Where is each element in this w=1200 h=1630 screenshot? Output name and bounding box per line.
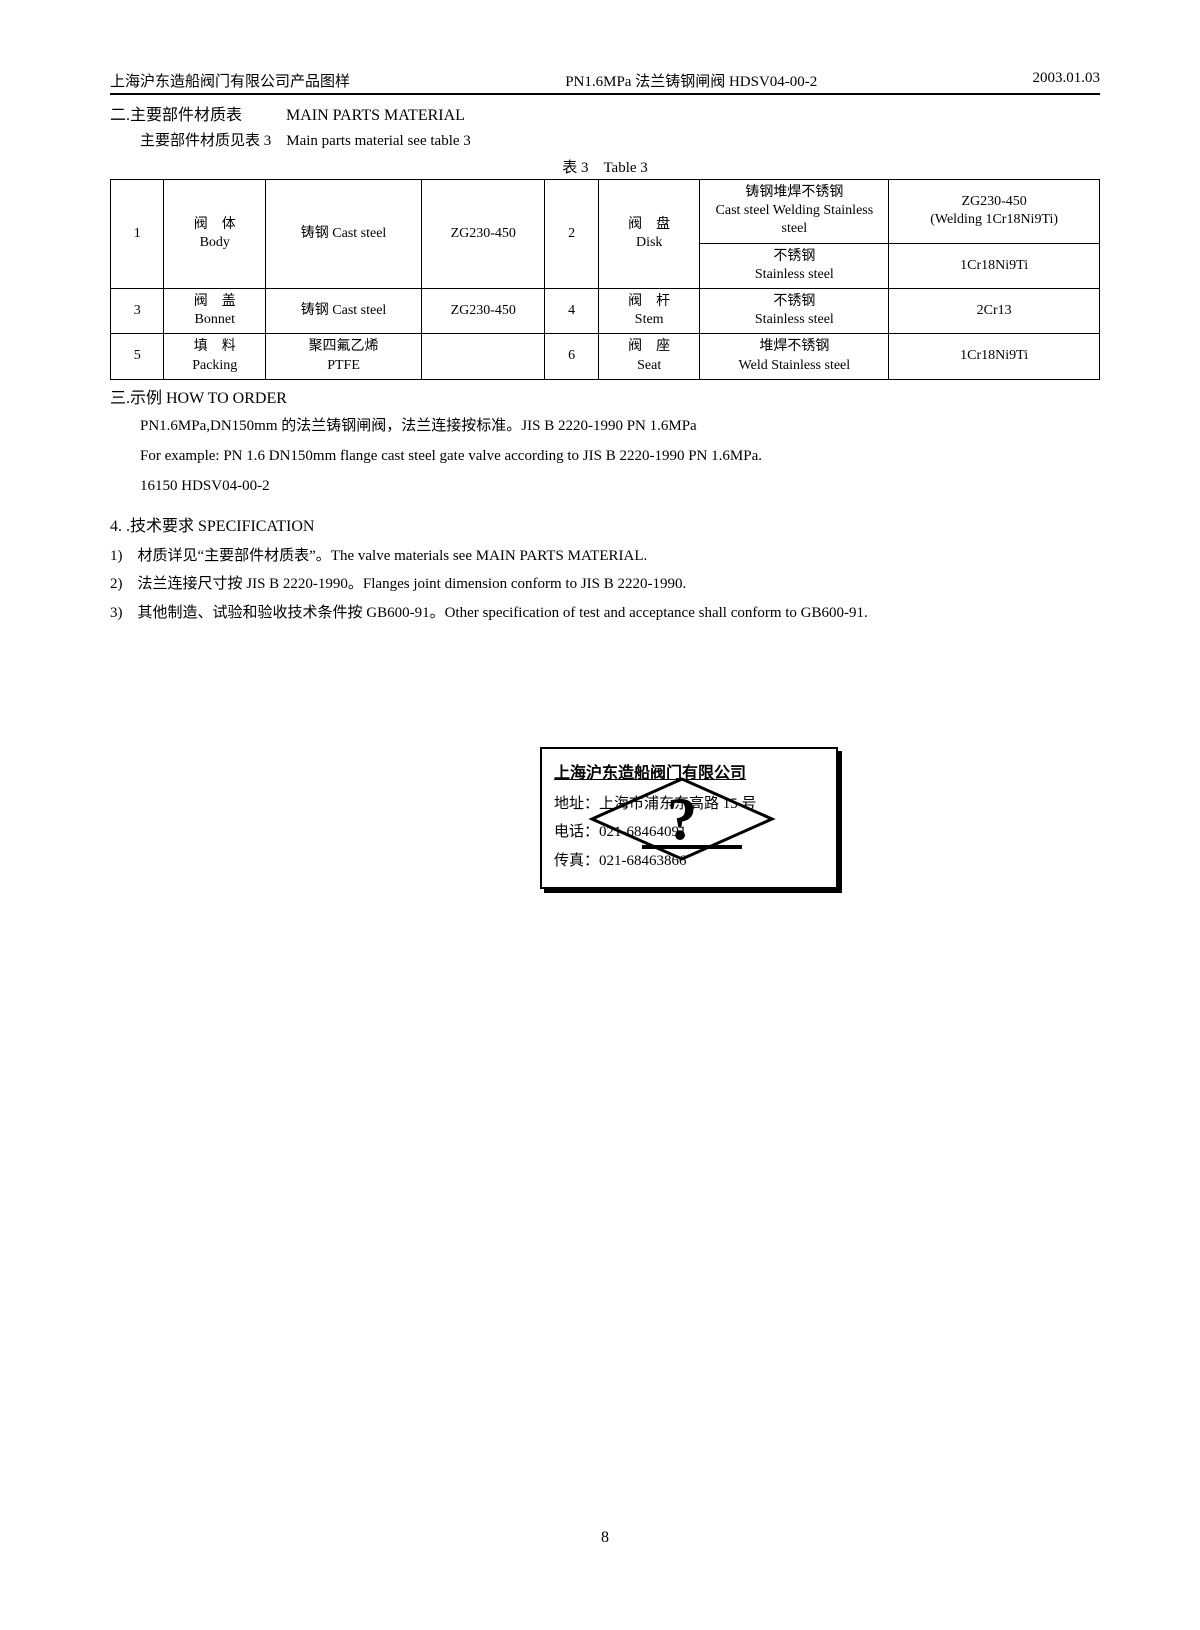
cell-text: 聚四氟乙烯 (272, 338, 415, 356)
section3-title: 三.示例 HOW TO ORDER (110, 384, 1100, 408)
section2-title-en: MAIN PARTS MATERIAL (286, 107, 465, 124)
cell-part: 填 料 Packing (164, 334, 266, 379)
stamp-tel: 电话：021-68464091 (554, 818, 824, 847)
cell-text: Weld Stainless steel (706, 357, 882, 375)
cell-text: Stem (605, 311, 694, 329)
cell-text: Stainless steel (706, 311, 882, 329)
table-row: 1 阀 体 Body 铸钢 Cast steel ZG230-450 2 阀 盘… (111, 180, 1100, 244)
table-caption: 表 3 Table 3 (110, 156, 1100, 177)
cell-text: Cast steel Welding Stainless steel (706, 202, 882, 238)
parts-table: 1 阀 体 Body 铸钢 Cast steel ZG230-450 2 阀 盘… (110, 179, 1100, 380)
cell-part: 阀 座 Seat (598, 334, 700, 379)
cell-part: 阀 体 Body (164, 180, 266, 289)
section2-title-cn: 二.主要部件材质表 (110, 107, 242, 124)
stamp-addr: 地址：上海市浦东东高路 15 号 (554, 790, 824, 819)
company-stamp: 上海沪东造船阀门有限公司 地址：上海市浦东东高路 15 号 电话：021-684… (540, 747, 838, 889)
spec-list: 1) 材质详见“主要部件材质表”。The valve materials see… (110, 542, 1100, 628)
cell-material: 聚四氟乙烯 PTFE (266, 334, 422, 379)
cell-text: PTFE (272, 357, 415, 375)
table-row: 5 填 料 Packing 聚四氟乙烯 PTFE 6 阀 座 Seat 堆焊不锈… (111, 334, 1100, 379)
cell-grade (422, 334, 545, 379)
cell-text: Bonnet (170, 311, 259, 329)
cell-material: 不锈钢 Stainless steel (700, 288, 889, 333)
header-right: 2003.01.03 (1032, 70, 1100, 91)
section3-line3: 16150 HDSV04-00-2 (140, 474, 1100, 498)
cell-text: 不锈钢 (706, 248, 882, 266)
cell-no: 4 (545, 288, 598, 333)
cell-part: 阀 杆 Stem (598, 288, 700, 333)
cell-text: Stainless steel (706, 266, 882, 284)
cell-text: 阀 体 (170, 216, 259, 234)
table-row: 3 阀 盖 Bonnet 铸钢 Cast steel ZG230-450 4 阀… (111, 288, 1100, 333)
cell-part: 阀 盖 Bonnet (164, 288, 266, 333)
cell-part: 阀 盘 Disk (598, 180, 700, 289)
section3-line1: PN1.6MPa,DN150mm 的法兰铸钢闸阀，法兰连接按标准。JIS B 2… (140, 414, 1100, 438)
cell-material: 铸钢 Cast steel (266, 288, 422, 333)
cell-material: 铸钢 Cast steel (266, 180, 422, 289)
cell-text: Packing (170, 357, 259, 375)
cell-grade: 1Cr18Ni9Ti (889, 334, 1100, 379)
cell-text: 堆焊不锈钢 (706, 338, 882, 356)
cell-text: 阀 杆 (605, 293, 694, 311)
spec-item: 3) 其他制造、试验和验收技术条件按 GB600-91。Other specif… (110, 599, 1100, 628)
header-left: 上海沪东造船阀门有限公司产品图样 (110, 70, 350, 91)
cell-no: 5 (111, 334, 164, 379)
cell-text: Seat (605, 357, 694, 375)
section4-title: 4. .技术要求 SPECIFICATION (110, 512, 1100, 536)
spec-item: 1) 材质详见“主要部件材质表”。The valve materials see… (110, 542, 1100, 571)
cell-text: 填 料 (170, 338, 259, 356)
page-number: 8 (110, 1529, 1100, 1547)
spec-item: 2) 法兰连接尺寸按 JIS B 2220-1990。Flanges joint… (110, 570, 1100, 599)
section2-sub-cn: 主要部件材质见表 3 (140, 133, 271, 149)
cell-text: 阀 盖 (170, 293, 259, 311)
cell-text: 不锈钢 (706, 293, 882, 311)
cell-text: Body (170, 234, 259, 252)
cell-grade: ZG230-450 (422, 288, 545, 333)
page-header: 上海沪东造船阀门有限公司产品图样 PN1.6MPa 法兰铸钢闸阀 HDSV04-… (110, 70, 1100, 95)
cell-material: 不锈钢 Stainless steel (700, 243, 889, 288)
cell-no: 2 (545, 180, 598, 289)
section2-sub-en: Main parts material see table 3 (286, 133, 471, 149)
cell-grade: 1Cr18Ni9Ti (889, 243, 1100, 288)
cell-grade: 2Cr13 (889, 288, 1100, 333)
section2-title: 二.主要部件材质表 MAIN PARTS MATERIAL (110, 101, 1100, 125)
cell-text: Disk (605, 234, 694, 252)
cell-no: 1 (111, 180, 164, 289)
section3-line2: For example: PN 1.6 DN150mm flange cast … (140, 444, 1100, 468)
cell-no: 6 (545, 334, 598, 379)
cell-text: 阀 盘 (605, 216, 694, 234)
header-center: PN1.6MPa 法兰铸钢闸阀 HDSV04-00-2 (565, 70, 817, 91)
cell-material: 堆焊不锈钢 Weld Stainless steel (700, 334, 889, 379)
cell-grade: ZG230-450 (422, 180, 545, 289)
cell-no: 3 (111, 288, 164, 333)
cell-text: 铸钢堆焊不锈钢 (706, 184, 882, 202)
cell-material: 铸钢堆焊不锈钢 Cast steel Welding Stainless ste… (700, 180, 889, 244)
stamp-company: 上海沪东造船阀门有限公司 (554, 759, 824, 789)
cell-text: 阀 座 (605, 338, 694, 356)
stamp-fax: 传真：021-68463866 (554, 847, 824, 876)
cell-grade: ZG230-450 (Welding 1Cr18Ni9Ti) (889, 180, 1100, 244)
section2-sub: 主要部件材质见表 3 Main parts material see table… (140, 129, 1100, 150)
